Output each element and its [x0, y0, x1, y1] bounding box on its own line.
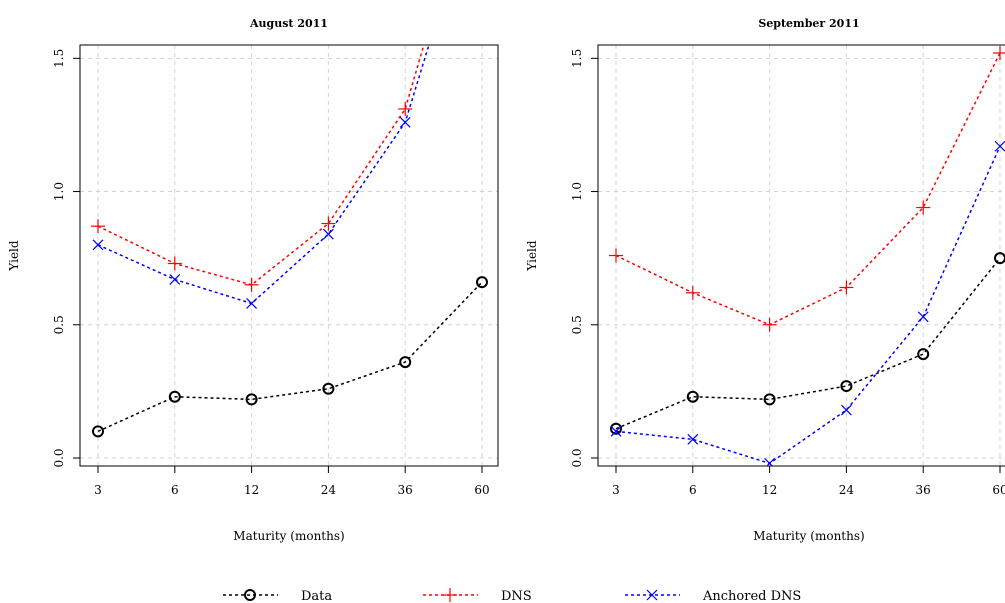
x-tick-label: 24	[839, 483, 855, 497]
legend-marker	[244, 589, 256, 601]
data-point	[609, 248, 623, 263]
data-point	[322, 228, 334, 240]
data-point	[246, 298, 258, 309]
y-tick-label: 1.5	[52, 49, 66, 68]
data-point	[763, 393, 776, 406]
legend: Data DNS Anchored DNS	[223, 588, 801, 603]
y-axis-label: Yield	[525, 240, 539, 271]
series-dns	[609, 45, 1005, 332]
legend-item: Data	[223, 589, 332, 603]
data-point	[476, 276, 488, 289]
chart-title: September 2011	[758, 17, 859, 30]
grid	[80, 45, 498, 466]
series-line	[615, 145, 1001, 465]
x-tick-label: 12	[244, 483, 259, 497]
plot-frame	[79, 44, 499, 467]
y-tick-label: 0.0	[52, 448, 66, 467]
data-point	[917, 311, 929, 323]
y-tick-label: 1.0	[52, 182, 66, 201]
y-tick-label: 1.5	[570, 49, 584, 68]
data-point	[764, 457, 776, 466]
data-point	[994, 140, 1005, 152]
x-tick-label: 6	[689, 483, 697, 497]
data-point	[244, 277, 259, 292]
legend-label: Data	[301, 589, 332, 603]
legend-marker	[646, 589, 658, 601]
series-line	[615, 257, 1001, 430]
legend-label: DNS	[501, 589, 532, 603]
plot-frame	[597, 44, 1005, 467]
data-point	[686, 390, 699, 403]
data-point	[762, 317, 777, 332]
data-point	[917, 348, 930, 361]
data-point	[92, 425, 104, 438]
data-point	[398, 101, 413, 116]
chart-title: August 2011	[249, 17, 328, 30]
x-tick-label: 3	[94, 483, 102, 497]
x-tick-label: 36	[398, 483, 413, 497]
data-point	[322, 382, 335, 395]
x-tick-label: 3	[612, 483, 620, 497]
series-data	[92, 276, 488, 438]
x-tick-label: 36	[916, 483, 931, 497]
data-point	[839, 280, 854, 295]
data-point	[245, 393, 258, 406]
x-axis-label: Maturity (months)	[233, 529, 344, 543]
data-point	[994, 252, 1005, 265]
y-tick-label: 0.5	[570, 315, 584, 334]
legend-marker	[443, 588, 457, 602]
series-line	[97, 45, 430, 305]
x-tick-label: 60	[992, 483, 1005, 497]
x-tick-label: 6	[171, 483, 179, 497]
y-axis-label: Yield	[7, 240, 21, 271]
y-tick-label: 0.0	[570, 448, 584, 467]
legend-item: DNS	[423, 588, 532, 603]
series-anchored-dns	[610, 140, 1005, 466]
x-axis-label: Maturity (months)	[753, 529, 864, 543]
grid	[598, 45, 1005, 466]
x-tick-label: 12	[762, 483, 777, 497]
data-point	[399, 356, 412, 369]
data-point	[167, 256, 182, 271]
legend-label: Anchored DNS	[702, 589, 801, 603]
series-line	[97, 45, 425, 286]
series-line	[615, 52, 1001, 326]
series-line	[97, 281, 483, 433]
data-point	[169, 274, 181, 285]
data-point	[840, 380, 853, 393]
data-point	[610, 422, 622, 435]
data-point	[91, 219, 105, 234]
data-point	[92, 239, 104, 251]
y-tick-label: 1.0	[570, 182, 584, 201]
y-tick-label: 0.5	[52, 315, 66, 334]
x-tick-label: 24	[321, 483, 337, 497]
series-data	[610, 252, 1005, 435]
x-tick-label: 60	[474, 483, 489, 497]
data-point	[685, 285, 700, 300]
data-point	[687, 433, 699, 445]
series-anchored-dns	[92, 45, 430, 309]
data-point	[168, 390, 181, 403]
data-point	[399, 116, 411, 128]
legend-item: Anchored DNS	[625, 589, 801, 603]
series-dns	[91, 45, 425, 292]
data-point	[610, 425, 622, 437]
data-point	[321, 216, 336, 231]
data-point	[916, 200, 931, 215]
data-point	[840, 404, 852, 416]
